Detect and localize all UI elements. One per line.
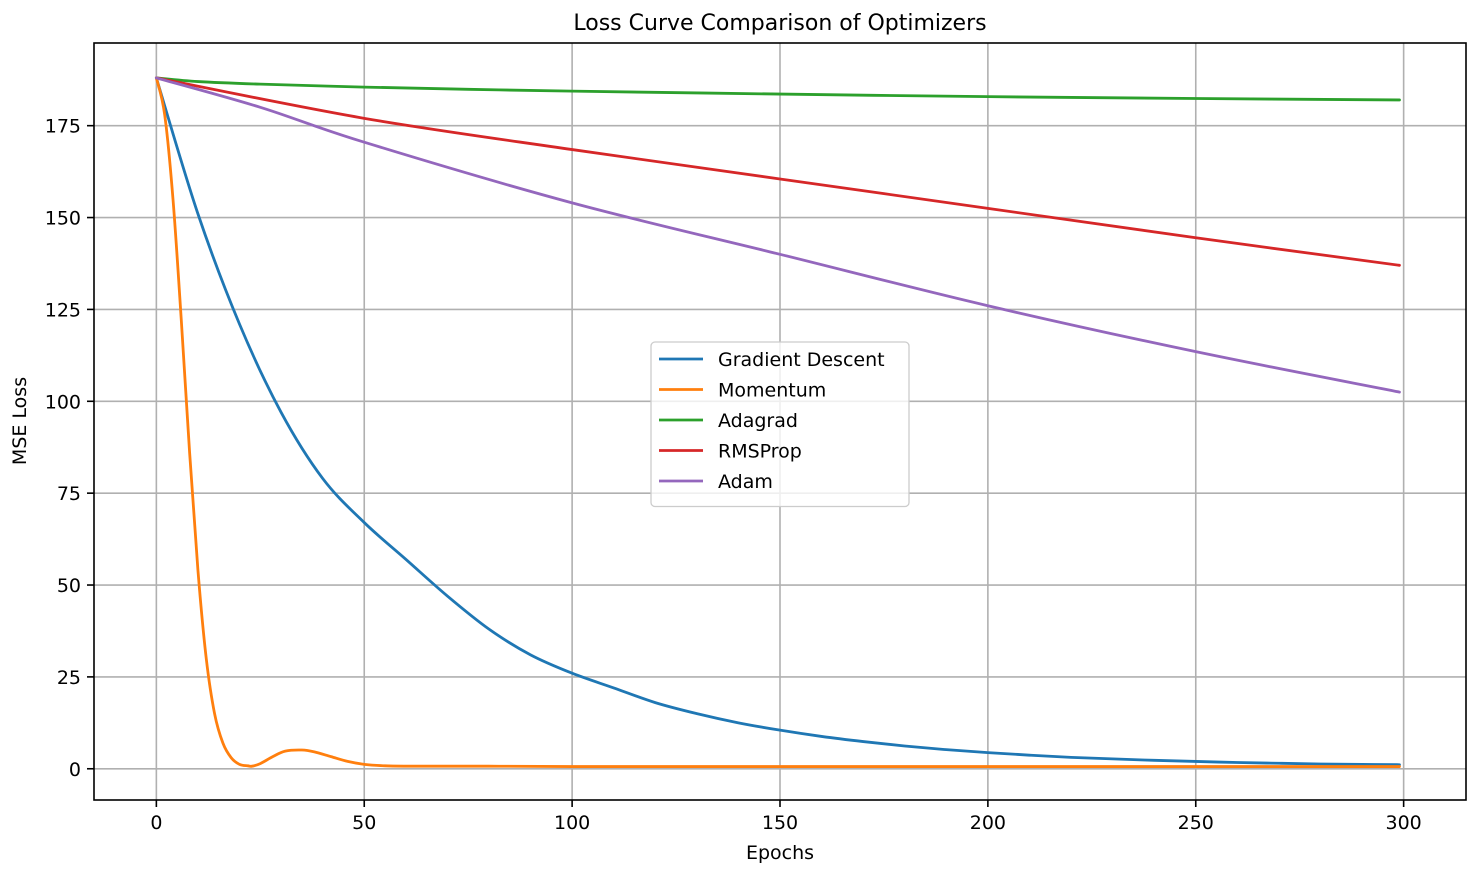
legend-box (650, 341, 910, 508)
legend-label: Momentum (718, 380, 826, 402)
legend: Gradient Descent Momentum Adagrad RMSProp Ad… (650, 341, 910, 508)
y-tick-label: 150 (45, 208, 81, 230)
x-tick-label: 300 (1386, 812, 1422, 834)
y-tick-label: 25 (57, 667, 81, 689)
y-tick-label: 0 (69, 759, 81, 781)
series-line-rmsprop (154, 76, 1401, 267)
x-tick-label: 100 (554, 812, 590, 834)
x-tick-label: 50 (352, 812, 376, 834)
legend-label: Adagrad (718, 410, 798, 432)
x-axis-label: Epochs (746, 842, 814, 864)
y-tick-label: 50 (57, 575, 81, 597)
legend-label: RMSProp (718, 441, 802, 463)
series-line-adam (154, 76, 1401, 394)
y-tick-label: 175 (45, 116, 81, 138)
axis-ticks: 0 50 100 150 200 250 300 0 25 50 75 100 125 150 175 (45, 116, 1422, 834)
legend-label: Gradient Descent (718, 349, 885, 371)
series-lines (154, 76, 1401, 768)
series-line-momentum (154, 76, 1401, 768)
y-tick-label: 100 (45, 391, 81, 413)
y-tick-label: 125 (45, 299, 81, 321)
series-line-adagrad (154, 76, 1401, 102)
y-tick-label: 75 (57, 483, 81, 505)
x-tick-label: 150 (762, 812, 798, 834)
chart-title: Loss Curve Comparison of Optimizers (573, 11, 986, 36)
x-tick-label: 0 (150, 812, 162, 834)
x-tick-label: 200 (970, 812, 1006, 834)
legend-label: Adam (718, 471, 773, 493)
grid-lines (94, 43, 1466, 800)
x-tick-label: 250 (1178, 812, 1214, 834)
series-line-gradient-descent (154, 76, 1401, 767)
y-axis-label: MSE Loss (9, 377, 31, 465)
